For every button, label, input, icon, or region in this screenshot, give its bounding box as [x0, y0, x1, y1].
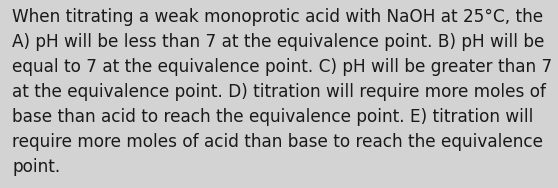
- Text: base than acid to reach the equivalence point. E) titration will: base than acid to reach the equivalence …: [12, 108, 533, 126]
- Text: equal to 7 at the equivalence point. C) pH will be greater than 7: equal to 7 at the equivalence point. C) …: [12, 58, 552, 76]
- Text: require more moles of acid than base to reach the equivalence: require more moles of acid than base to …: [12, 133, 543, 151]
- Text: When titrating a weak monoprotic acid with NaOH at 25°C, the: When titrating a weak monoprotic acid wi…: [12, 8, 543, 26]
- Text: A) pH will be less than 7 at the equivalence point. B) pH will be: A) pH will be less than 7 at the equival…: [12, 33, 545, 51]
- Text: point.: point.: [12, 158, 60, 176]
- Text: at the equivalence point. D) titration will require more moles of: at the equivalence point. D) titration w…: [12, 83, 546, 101]
